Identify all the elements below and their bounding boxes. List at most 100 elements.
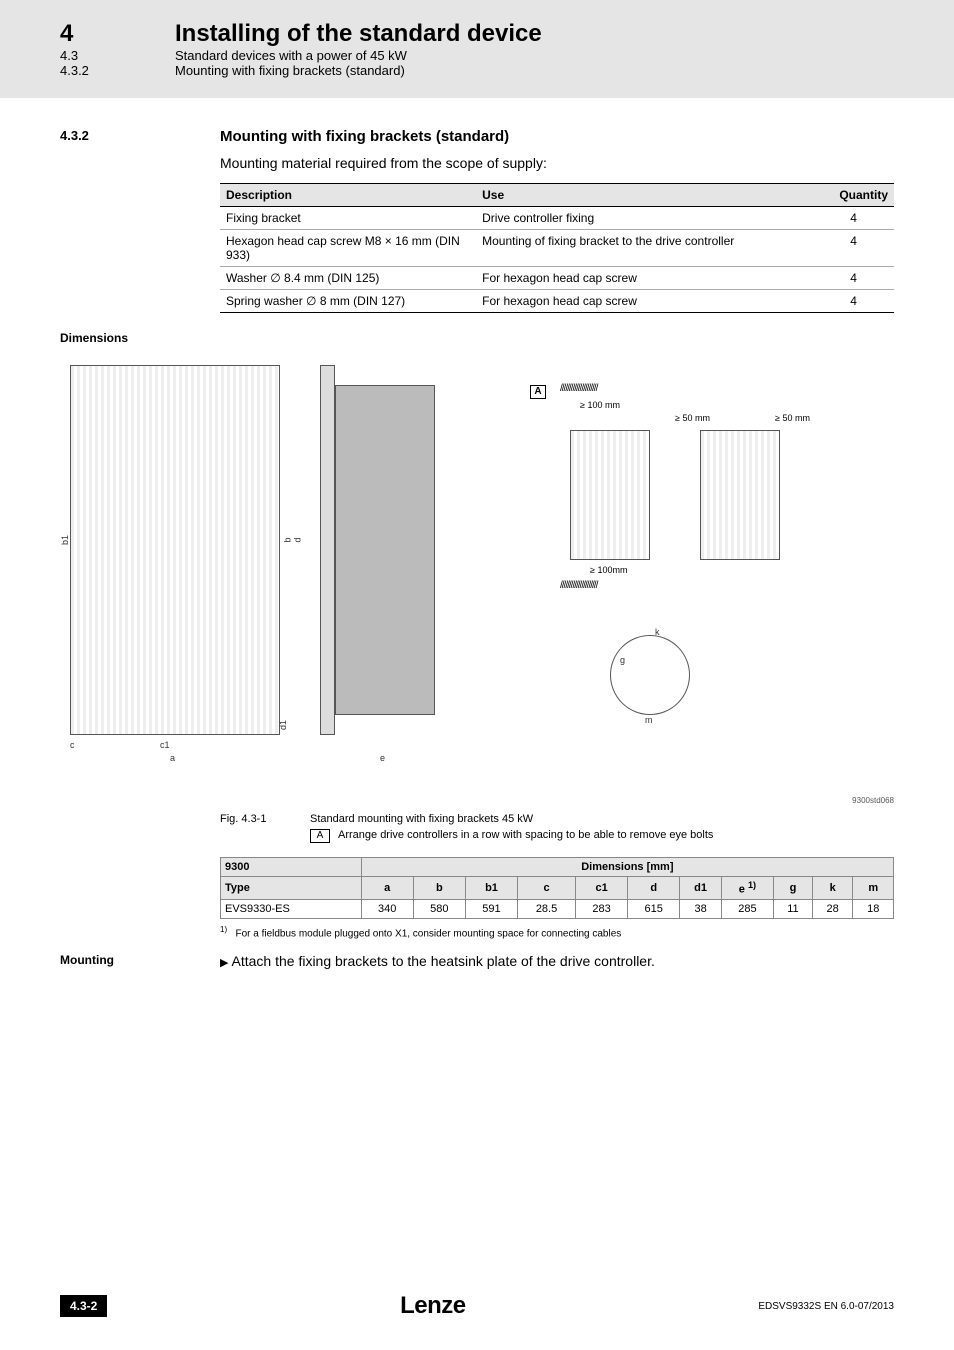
chapter-title: Installing of the standard device <box>175 20 542 48</box>
table-cell: Spring washer ∅ 8 mm (DIN 127) <box>220 290 476 313</box>
table-cell: For hexagon head cap screw <box>476 290 813 313</box>
table-row: Washer ∅ 8.4 mm (DIN 125)For hexagon hea… <box>220 267 894 290</box>
col-qty: Quantity <box>813 184 894 207</box>
device-side-view <box>320 365 335 735</box>
dims-col-header: c <box>518 877 576 900</box>
dims-tbody: EVS9330-ES34058059128.528361538285112818 <box>221 899 894 918</box>
col-use: Use <box>476 184 813 207</box>
mounting-label: Mounting <box>60 953 220 969</box>
dimensions-table: 9300 Dimensions [mm] Typeabb1cc1dd1e 1)g… <box>220 857 894 919</box>
hatch-top: ///////////////////// <box>560 383 597 394</box>
footnote-marker: 1) <box>220 925 227 934</box>
note-symbol-a: A <box>530 385 546 399</box>
clearance-top: ≥ 100 mm <box>580 400 620 410</box>
intro-text: Mounting material required from the scop… <box>220 155 894 171</box>
dims-col-header: a <box>361 877 413 900</box>
page-footer: 4.3-2 Lenze EDSVS9332S EN 6.0-07/2013 <box>0 1292 954 1320</box>
table-cell: 38 <box>680 899 722 918</box>
dims-col-header: d1 <box>680 877 722 900</box>
dim-label-c1: c1 <box>160 740 170 750</box>
table-cell: 615 <box>628 899 680 918</box>
dim-label-a: a <box>170 753 175 763</box>
section-number: 4.3 <box>60 48 175 63</box>
dimension-diagram: b1 b d d1 c c1 a e A ///////////////////… <box>60 355 894 805</box>
content-area: 4.3.2 Mounting with fixing brackets (sta… <box>0 98 954 313</box>
table-cell: 28.5 <box>518 899 576 918</box>
page-number: 4.3-2 <box>60 1295 107 1317</box>
clearance-bottom: ≥ 100mm <box>590 565 627 575</box>
footnote-text: For a fieldbus module plugged onto X1, c… <box>235 928 621 939</box>
page-header: 4 Installing of the standard device 4.3 … <box>0 0 954 98</box>
dim-label-b: b <box>283 537 293 542</box>
section-heading-title: Mounting with fixing brackets (standard) <box>220 128 894 145</box>
table-cell: Drive controller fixing <box>476 207 813 230</box>
materials-table: Description Use Quantity Fixing bracketD… <box>220 183 894 313</box>
bracket-label-m: m <box>645 715 653 725</box>
dim-label-c: c <box>70 740 75 750</box>
materials-tbody: Fixing bracketDrive controller fixing4He… <box>220 207 894 313</box>
table-header-row: Description Use Quantity <box>220 184 894 207</box>
dims-col-header: b1 <box>465 877 517 900</box>
figure-title: Standard mounting with fixing brackets 4… <box>310 813 894 825</box>
table-row: Spring washer ∅ 8 mm (DIN 127)For hexago… <box>220 290 894 313</box>
table-cell: EVS9330-ES <box>221 899 362 918</box>
table-cell: Washer ∅ 8.4 mm (DIN 125) <box>220 267 476 290</box>
col-description: Description <box>220 184 476 207</box>
clearance-device-1 <box>570 430 650 560</box>
device-front-view <box>70 365 280 735</box>
table-cell: 340 <box>361 899 413 918</box>
dims-col-header: Type <box>221 877 362 900</box>
dim-label-d: d <box>293 537 303 542</box>
hatch-bottom: ///////////////////// <box>560 580 597 591</box>
table-cell: 4 <box>813 267 894 290</box>
clearance-device-2 <box>700 430 780 560</box>
table-cell: 4 <box>813 230 894 267</box>
table-cell: Hexagon head cap screw M8 × 16 mm (DIN 9… <box>220 230 476 267</box>
bracket-detail-circle <box>610 635 690 715</box>
dim-label-d1: d1 <box>278 720 288 730</box>
dims-col-header: d <box>628 877 680 900</box>
section-title: Standard devices with a power of 45 kW <box>175 48 407 63</box>
figure-note-symbol: A <box>310 829 330 843</box>
device-side-body <box>335 385 435 715</box>
dim-label-b1: b1 <box>60 535 70 545</box>
table-cell: 4 <box>813 290 894 313</box>
clearance-side2: ≥ 50 mm <box>775 413 810 423</box>
dims-col-header: c1 <box>576 877 628 900</box>
table-cell: Fixing bracket <box>220 207 476 230</box>
dimensions-heading: Dimensions <box>60 331 954 345</box>
subsection-title: Mounting with fixing brackets (standard) <box>175 63 405 78</box>
document-id: EDSVS9332S EN 6.0-07/2013 <box>758 1301 894 1312</box>
dims-col-header: b <box>413 877 465 900</box>
figure-id: 9300std068 <box>852 796 894 805</box>
subsection-number: 4.3.2 <box>60 63 175 78</box>
mounting-instruction: Attach the fixing brackets to the heatsi… <box>220 953 894 969</box>
dims-col-header: g <box>774 877 813 900</box>
bracket-label-g: g <box>620 655 625 665</box>
bracket-label-k: k <box>655 627 660 637</box>
dims-header-series: 9300 <box>221 858 362 877</box>
table-cell: 11 <box>774 899 813 918</box>
dim-label-e: e <box>380 753 385 763</box>
table-row: EVS9330-ES34058059128.528361538285112818 <box>221 899 894 918</box>
brand-logo: Lenze <box>400 1292 466 1320</box>
figure-note-text: Arrange drive controllers in a row with … <box>338 829 894 843</box>
table-cell: 580 <box>413 899 465 918</box>
footnote: 1) For a fieldbus module plugged onto X1… <box>220 925 894 939</box>
dims-col-header: k <box>812 877 852 900</box>
table-cell: 4 <box>813 207 894 230</box>
table-cell: 591 <box>465 899 517 918</box>
table-row: Fixing bracketDrive controller fixing4 <box>220 207 894 230</box>
section-heading-number: 4.3.2 <box>60 128 220 145</box>
table-cell: 283 <box>576 899 628 918</box>
table-cell: 28 <box>812 899 852 918</box>
table-cell: 18 <box>853 899 894 918</box>
table-cell: For hexagon head cap screw <box>476 267 813 290</box>
table-cell: 285 <box>721 899 773 918</box>
clearance-side1: ≥ 50 mm <box>675 413 710 423</box>
table-row: Hexagon head cap screw M8 × 16 mm (DIN 9… <box>220 230 894 267</box>
dims-header-span: Dimensions [mm] <box>361 858 893 877</box>
dims-col-header: e 1) <box>721 877 773 900</box>
dims-columns-row: Typeabb1cc1dd1e 1)gkm <box>221 877 894 900</box>
figure-number: Fig. 4.3-1 <box>220 813 310 825</box>
